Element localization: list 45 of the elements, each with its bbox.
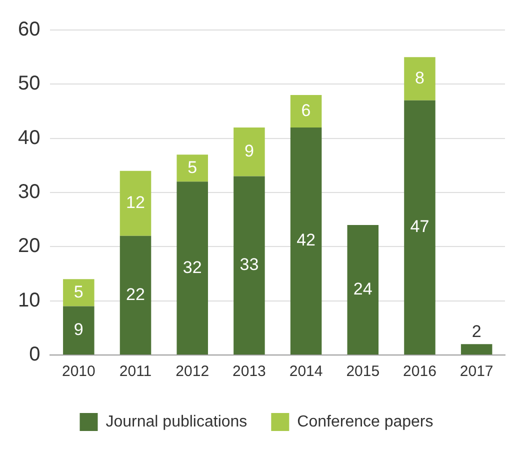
- bar: [290, 128, 322, 354]
- y-tick-label: 40: [18, 126, 40, 149]
- bar: [120, 170, 152, 236]
- x-tick-label: 2011: [119, 363, 152, 380]
- x-tick-label: 2013: [232, 363, 266, 380]
- data-label: 5: [74, 282, 84, 302]
- data-label: 42: [296, 230, 316, 250]
- data-label: 12: [126, 193, 145, 212]
- x-tick-label: 2010: [62, 363, 96, 380]
- bar: [404, 100, 436, 354]
- bar: [290, 95, 322, 128]
- data-label: 32: [182, 258, 202, 277]
- data-label: 22: [126, 284, 145, 304]
- bar: [460, 344, 492, 354]
- bar: [404, 57, 436, 100]
- y-tick-label: 10: [18, 289, 40, 312]
- legend-label: Journal publications: [106, 413, 248, 430]
- data-label: 8: [415, 68, 424, 88]
- y-tick-label: 60: [18, 18, 40, 41]
- data-label: 9: [74, 320, 84, 340]
- data-label: 2: [472, 322, 482, 341]
- x-tick-label: 2014: [289, 363, 323, 380]
- bar: [120, 236, 152, 354]
- data-label: 24: [353, 279, 372, 298]
- x-tick-label: 2015: [346, 363, 380, 380]
- legend-label: Conference papers: [297, 413, 434, 430]
- bar: [234, 176, 265, 354]
- y-tick-label: 30: [18, 181, 40, 204]
- x-tick-label: 2017: [460, 363, 494, 380]
- data-label: 5: [188, 158, 198, 177]
- bar: [234, 128, 265, 176]
- bar: [63, 279, 94, 306]
- data-label: 9: [244, 142, 254, 161]
- data-label: 47: [410, 217, 430, 236]
- bar: [176, 182, 208, 354]
- data-label: 6: [301, 100, 311, 120]
- bar: [176, 154, 208, 182]
- bar: [347, 225, 379, 354]
- x-tick-label: 2012: [176, 363, 210, 380]
- x-tick-label: 2016: [403, 363, 436, 380]
- bar: [63, 306, 94, 354]
- data-label: 33: [240, 255, 259, 274]
- y-tick-label: 20: [18, 235, 40, 258]
- y-tick-label: 50: [18, 72, 40, 95]
- y-tick-label: 0: [29, 344, 40, 366]
